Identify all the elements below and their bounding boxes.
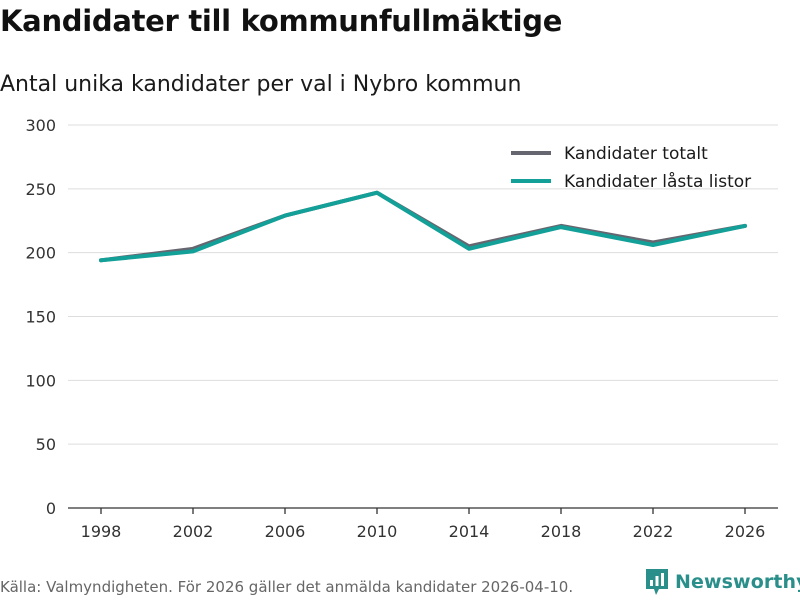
x-tick-label: 2010 xyxy=(357,522,398,541)
chart-subtitle: Antal unika kandidater per val i Nybro k… xyxy=(0,72,522,97)
legend: Kandidater totalt Kandidater låsta listor xyxy=(511,144,751,192)
x-tick-label: 2006 xyxy=(265,522,306,541)
y-tick-label: 200 xyxy=(25,244,56,263)
brand-logo[interactable]: Newsworthy xyxy=(645,568,800,596)
series-line-kandidater-lasta-listor xyxy=(99,190,747,263)
x-tick-label: 1998 xyxy=(81,522,122,541)
x-tick-label: 2018 xyxy=(541,522,582,541)
brand-name: Newsworthy xyxy=(675,571,800,593)
page-title: Kandidater till kommunfullmäktige xyxy=(0,4,563,38)
x-tick-label: 2014 xyxy=(449,522,490,541)
series-layer xyxy=(99,190,747,263)
legend-label: Kandidater totalt xyxy=(564,144,708,164)
axis-layer: 0 50 100 150 200 250 300 1998 2002 2006 2010 2014 20… xyxy=(25,116,778,541)
x-tick-label: 2022 xyxy=(633,522,674,541)
y-tick-label: 0 xyxy=(46,499,56,518)
legend-label: Kandidater låsta listor xyxy=(564,171,751,192)
y-tick-label: 250 xyxy=(25,180,56,199)
x-tick-label: 2002 xyxy=(173,522,214,541)
newsworthy-logo-icon xyxy=(646,569,668,595)
grid-layer xyxy=(68,124,778,445)
y-tick-label: 150 xyxy=(25,308,56,327)
y-tick-label: 100 xyxy=(25,371,56,390)
y-tick-label: 50 xyxy=(36,435,56,454)
y-tick-label: 300 xyxy=(25,116,56,135)
source-note: Källa: Valmyndigheten. För 2026 gäller d… xyxy=(0,578,574,596)
x-tick-label: 2026 xyxy=(725,522,766,541)
